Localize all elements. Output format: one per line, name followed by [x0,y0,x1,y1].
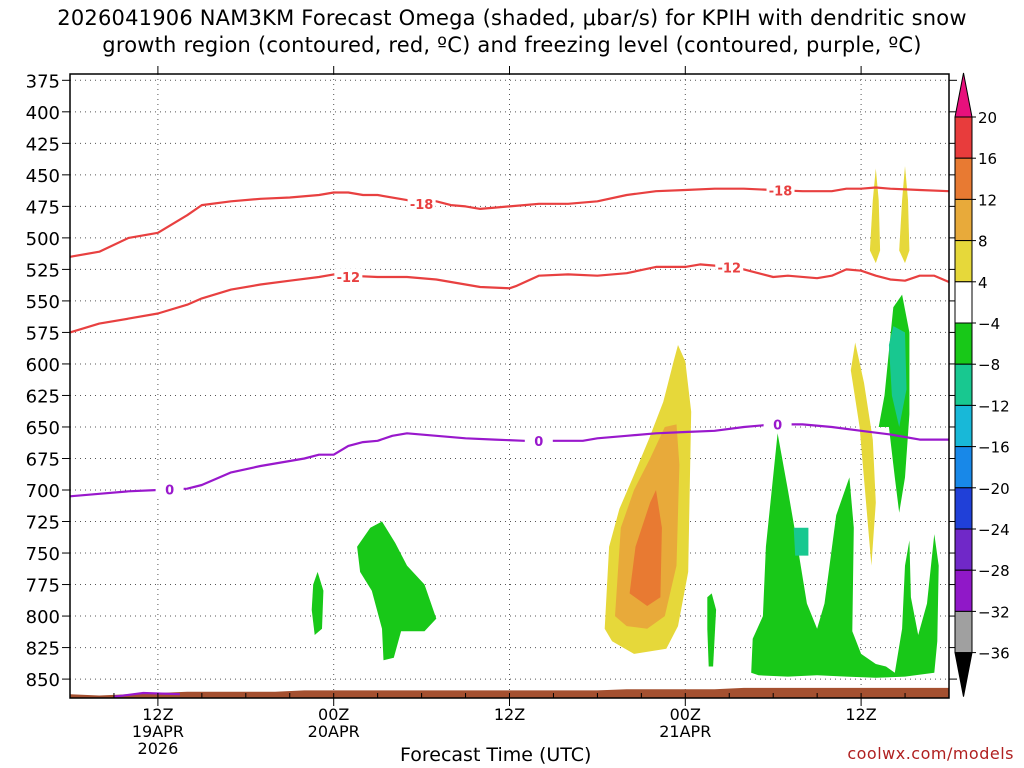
chart-title-line-2: growth region (contoured, red, ºC) and f… [102,33,922,57]
omega-region--8-12 [793,527,809,556]
omega-region-12-2 [629,490,662,606]
contour-label-bg-extra-3 [763,416,792,433]
x-tick-label-0-2: 2026 [138,739,179,758]
colorbar-label-0: 20 [978,109,997,127]
contour-label-bg-extra-2 [155,481,184,498]
colorbar-box-7 [954,363,973,406]
contour-line-3 [113,691,180,698]
colorbar-label-7: −12 [978,397,1010,415]
colorbar-label-3: 8 [978,233,988,251]
contour-label-bg-2 [524,432,553,449]
x-tick-label-4-0: 12Z [845,705,876,724]
x-tick-label-3-0: 00Z [670,705,701,724]
colorbar-label-13: −36 [978,645,1010,663]
omega-region--4-7 [311,571,324,635]
contour-label-extra-2: 0 [165,483,174,498]
y-tick-label-550: 550 [26,292,60,313]
chart-title-line-1: 2026041906 NAM3KM Forecast Omega (shaded… [57,6,967,30]
colorbar-box-5 [954,281,973,324]
contour-label-bg-0 [407,195,436,212]
y-tick-label-400: 400 [26,103,60,124]
y-tick-label-850: 850 [26,670,60,691]
contour-label-bg-1 [334,268,363,285]
omega-region--4-8 [707,593,717,667]
y-tick-label-800: 800 [26,607,60,628]
y-tick-label-600: 600 [26,355,60,376]
colorbar-label-1: 16 [978,150,997,168]
y-tick-label-425: 425 [26,134,60,155]
contour-label-1: -12 [337,271,361,286]
y-tick-label-450: 450 [26,166,60,187]
plot-frame [69,73,950,699]
omega-region--4-9 [751,433,939,678]
y-tick-label-825: 825 [26,639,60,660]
omega-region--4-6 [357,521,437,661]
omega-region--8-11 [888,326,907,427]
omega-region-4-5 [850,342,876,566]
colorbar-label-8: −16 [978,439,1010,457]
x-tick-label-3-1: 21APR [659,722,711,741]
contour-label-bg-extra-0 [766,182,795,199]
x-tick-label-2-0: 12Z [494,705,525,724]
contour-layer: -18 -12 0 -18 -12 0 0 [69,182,950,698]
x-tick-label-0-1: 19APR [132,722,184,741]
colorbar-box-1 [954,116,973,159]
colorbar-box-6 [954,322,973,365]
colorbar-box-12 [954,569,973,612]
x-tick-label-1-1: 20APR [308,722,360,741]
colorbar-label-9: −20 [978,480,1010,498]
y-tick-label-750: 750 [26,544,60,565]
site-credit: coolwx.com/models [847,744,1014,763]
omega-shading-layer [311,166,939,678]
contour-label-0: -18 [410,198,434,213]
y-tick-label-475: 475 [26,197,60,218]
contour-label-2: 0 [534,435,543,450]
colorbar: 20 16 12 8 4 −4 −8 −12 −16 −20 −24 −28 −32 −36 [954,72,1010,697]
y-tick-label-650: 650 [26,418,60,439]
colorbar-box-11 [954,528,973,571]
contour-label-extra-1: -12 [718,262,742,277]
y-tick-label-700: 700 [26,481,60,502]
colorbar-label-6: −8 [978,356,1000,374]
colorbar-label-11: −28 [978,562,1010,580]
colorbar-box-2 [954,157,973,200]
contour-line-2 [69,423,949,498]
y-tick-label-625: 625 [26,386,60,407]
omega-region-4-3 [869,168,881,264]
omega-region-4-4 [899,166,910,264]
y-tick-label-575: 575 [26,323,60,344]
y-tick-label-675: 675 [26,449,60,470]
y-tick-label-775: 775 [26,576,60,597]
colorbar-label-2: 12 [978,191,997,209]
colorbar-bottom-arrow [954,652,973,697]
colorbar-top-arrow [954,72,973,118]
colorbar-box-8 [954,404,973,448]
contour-label-bg-extra-1 [715,259,744,276]
colorbar-box-13 [954,610,973,654]
x-tick-label-1-0: 00Z [318,705,349,724]
contour-line-0 [69,186,950,258]
colorbar-box-9 [954,446,973,489]
contour-line-1 [69,263,950,334]
axis-layer: 375 400 425 450 475 500 525 550 575 600 625 650 675 7… [26,66,957,758]
colorbar-box-10 [954,487,973,530]
colorbar-label-12: −32 [978,603,1010,621]
grid-layer [70,74,949,698]
y-tick-label-500: 500 [26,229,60,250]
x-tick-label-0-0: 12Z [142,705,173,724]
contour-label-extra-0: -18 [769,185,793,200]
colorbar-label-10: −24 [978,521,1010,539]
colorbar-label-5: −4 [978,315,1000,333]
y-tick-label-525: 525 [26,260,60,281]
colorbar-box-3 [954,198,973,242]
y-tick-label-725: 725 [26,513,60,534]
y-tick-label-375: 375 [26,71,60,92]
contour-label-extra-3: 0 [773,418,782,433]
colorbar-box-4 [954,240,973,283]
x-axis-title: Forecast Time (UTC) [400,744,592,766]
colorbar-label-4: 4 [978,274,988,292]
